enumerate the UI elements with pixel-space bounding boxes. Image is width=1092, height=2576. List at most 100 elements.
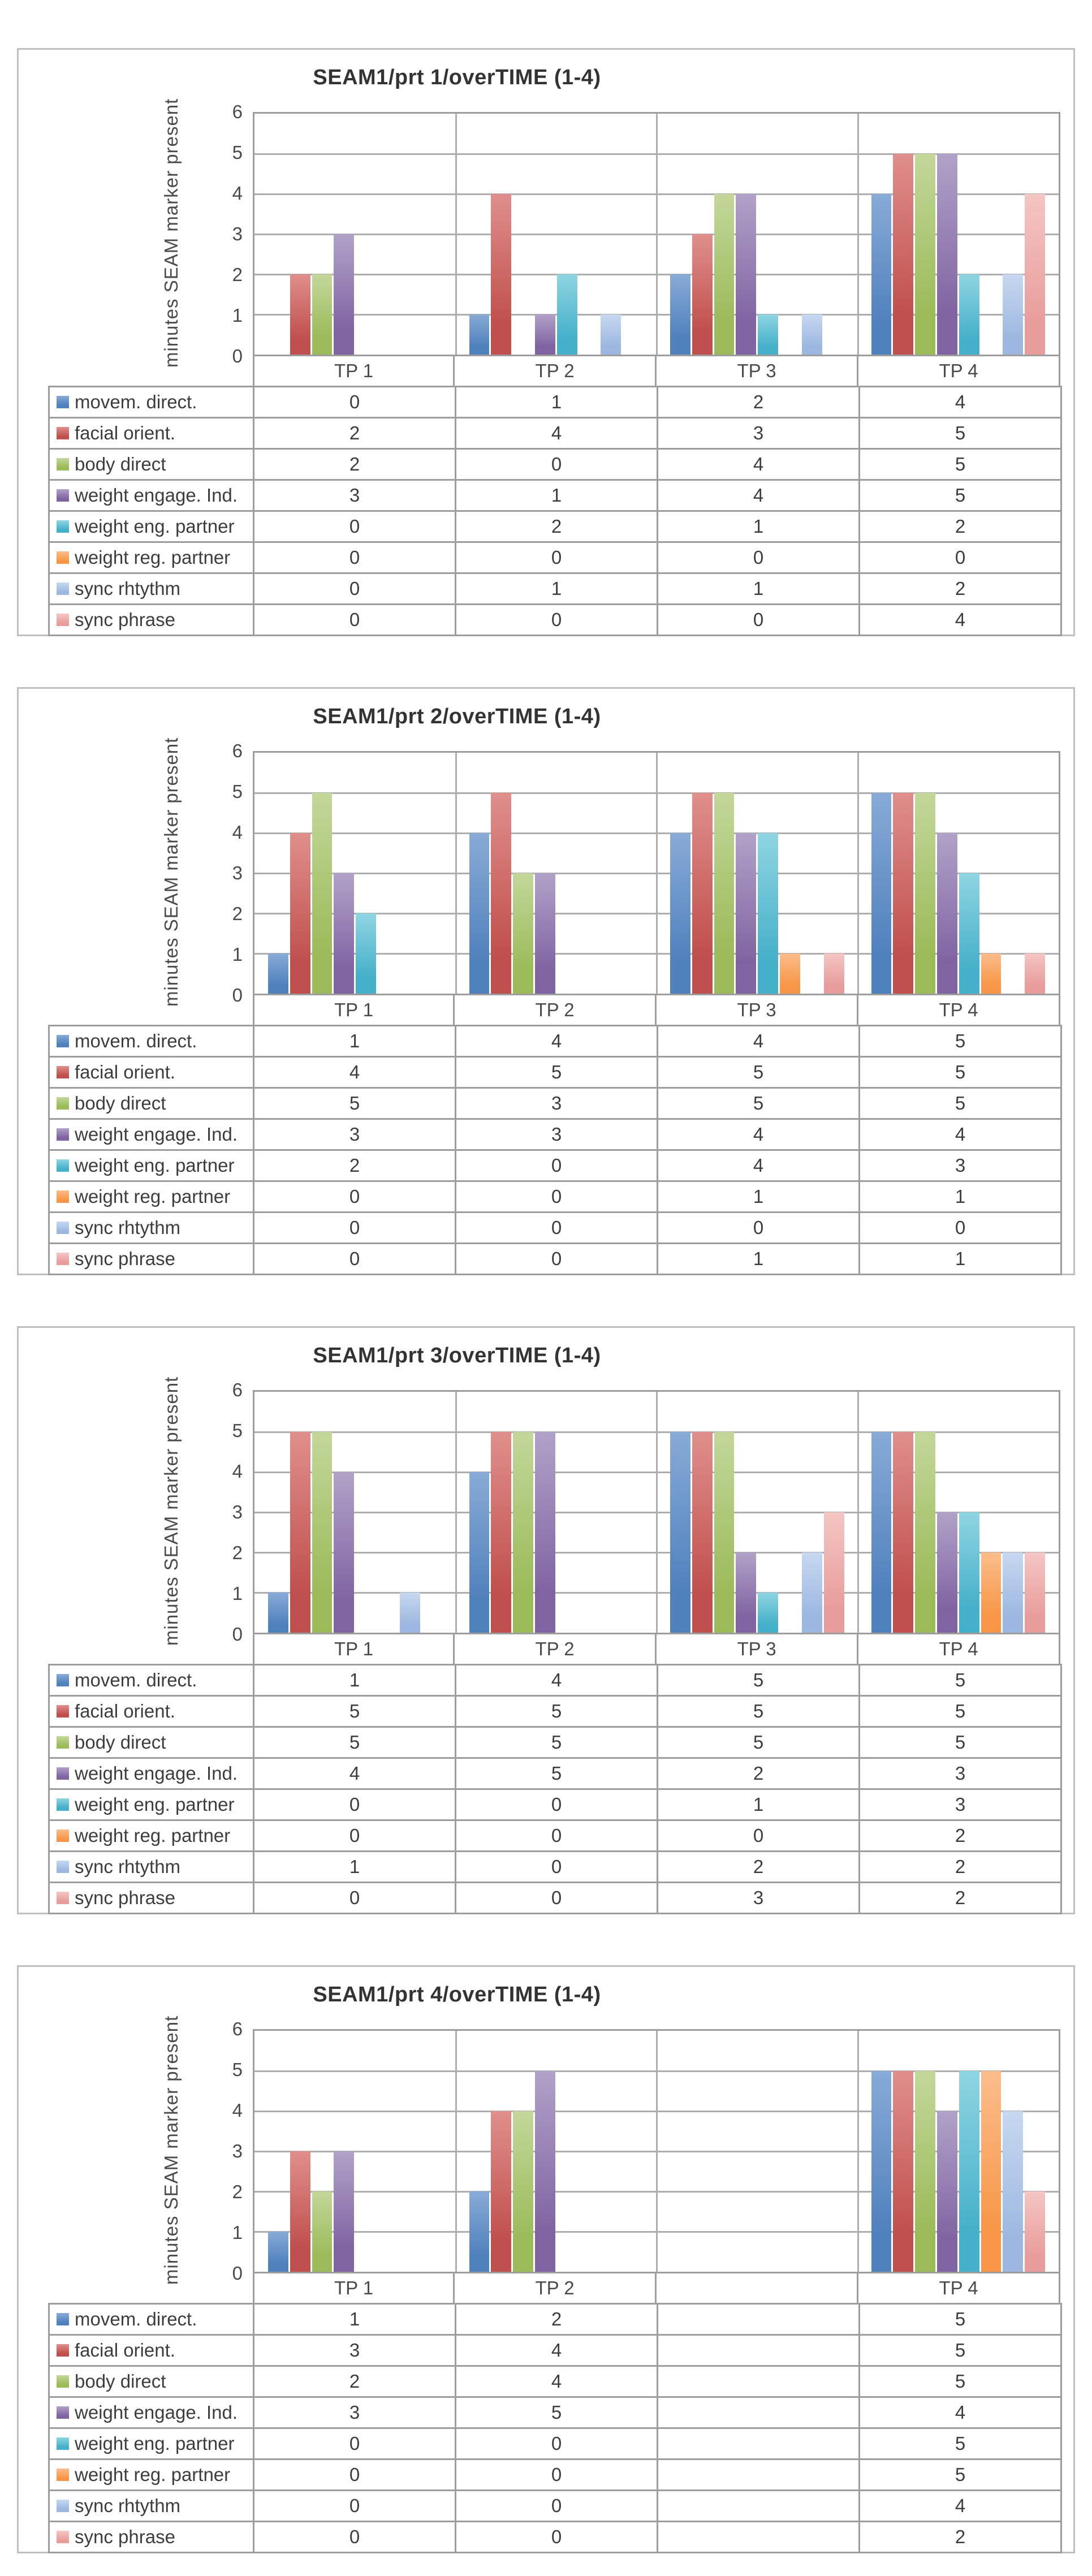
bar-facial-orient — [491, 1432, 512, 1633]
table-value-cell: 2 — [860, 2522, 1062, 2553]
bar-slot — [915, 1392, 935, 1633]
series-label-cell: weight engage. Ind. — [50, 481, 254, 512]
table-value-cell: 1 — [860, 1244, 1062, 1275]
bar-slot — [692, 114, 713, 355]
bar-body-direct — [312, 2191, 333, 2272]
table-value-cell: 5 — [860, 1089, 1062, 1120]
bar-facial-orient — [491, 194, 512, 355]
legend-key-sync-phrase — [57, 1892, 69, 1904]
x-axis-label-4: TP 4 — [858, 1634, 1060, 1664]
bar-sync-phrase — [1025, 194, 1045, 355]
series-label: facial orient. — [75, 1062, 175, 1082]
table-value-cell — [658, 2398, 860, 2429]
bar-slot — [579, 2031, 599, 2272]
y-tick-label: 0 — [232, 2263, 243, 2284]
category-group-2 — [456, 1392, 657, 1633]
bar-slot — [959, 753, 979, 994]
bar-slot — [400, 753, 420, 994]
table-value-cell: 4 — [860, 387, 1062, 418]
bar-movem-direct — [871, 2071, 892, 2272]
table-value-cell: 5 — [860, 1728, 1062, 1759]
y-tick-label: 5 — [232, 2059, 243, 2080]
table-value-cell: 4 — [456, 418, 658, 450]
bar-facial-orient — [893, 2071, 914, 2272]
bar-groups — [254, 2031, 1059, 2272]
table-value-cell: 0 — [456, 2522, 658, 2553]
bar-weight-eng-partner — [556, 274, 577, 355]
series-label-cell: weight reg. partner — [50, 1182, 254, 1213]
bar-facial-orient — [290, 274, 310, 355]
legend-key-movem-direct — [57, 1674, 69, 1686]
table-value-cell: 5 — [860, 1026, 1062, 1058]
table-value-cell: 4 — [658, 1151, 860, 1182]
table-value-cell: 3 — [860, 1151, 1062, 1182]
bar-sync-phrase — [1025, 953, 1045, 994]
data-table: movem. direct. 1 4 4 5 facial orient. 4 5 5 5 body… — [48, 1025, 1062, 1275]
bar-slot — [802, 753, 822, 994]
bar-weight-engage-ind — [936, 833, 957, 994]
series-label-cell: facial orient. — [50, 1697, 254, 1728]
table-value-cell: 5 — [456, 1697, 658, 1728]
bar-slot — [758, 114, 779, 355]
bar-sync-rhtythm — [601, 314, 621, 355]
bar-slot — [556, 114, 577, 355]
category-separator — [656, 753, 658, 994]
series-label: weight eng. partner — [75, 1794, 235, 1815]
series-label: weight engage. Ind. — [75, 2402, 238, 2423]
table-value-cell: 0 — [254, 1821, 456, 1852]
bar-weight-engage-ind — [736, 1552, 757, 1633]
x-axis-label-1: TP 1 — [253, 1634, 455, 1664]
bar-slot — [758, 2031, 778, 2272]
bar-movem-direct — [871, 194, 892, 355]
bar-slot — [981, 2031, 1002, 2272]
bar-slot — [513, 1392, 533, 1633]
bar-slot — [422, 2031, 442, 2272]
table-value-cell: 0 — [254, 543, 456, 574]
bar-body-direct — [714, 194, 735, 355]
bar-slot — [601, 2031, 621, 2272]
bar-body-direct — [513, 1432, 533, 1633]
bar-movem-direct — [871, 1432, 892, 1633]
bar-slot — [469, 114, 490, 355]
bar-slot — [290, 2031, 310, 2272]
table-value-cell: 4 — [658, 481, 860, 512]
chart-title: SEAM1/prt 4/overTIME (1-4) — [313, 1983, 601, 2007]
table-value-cell: 1 — [254, 2305, 456, 2336]
bar-weight-reg-partner — [981, 1552, 1002, 1633]
bar-slot — [356, 2031, 376, 2272]
chart-panel-2: SEAM1/prt 2/overTIME (1-4) minutes SEAM … — [17, 687, 1075, 1275]
chart-panel-4: SEAM1/prt 4/overTIME (1-4) minutes SEAM … — [17, 1965, 1075, 2553]
series-label: sync rhtythm — [75, 1217, 181, 1238]
series-label: sync phrase — [75, 1887, 175, 1908]
table-value-cell — [658, 2522, 860, 2553]
bar-weight-eng-partner — [959, 873, 979, 994]
category-group-1 — [254, 2031, 456, 2272]
legend-key-weight-reg-partner — [57, 2469, 69, 2481]
series-label: body direct — [75, 454, 166, 474]
bar-facial-orient — [692, 234, 713, 355]
series-label: sync phrase — [75, 2526, 175, 2547]
bar-slot — [356, 1392, 376, 1633]
data-table: movem. direct. 1 2 5 facial orient. 3 4 5 body d… — [48, 2303, 1062, 2553]
bar-weight-engage-ind — [936, 154, 957, 355]
y-tick-label: 6 — [232, 740, 243, 761]
bar-movem-direct — [871, 793, 892, 994]
bar-movem-direct — [268, 953, 288, 994]
bar-slot — [268, 753, 288, 994]
bar-slot — [579, 114, 599, 355]
bar-facial-orient — [290, 2151, 310, 2272]
legend-key-body-direct — [57, 1736, 69, 1749]
series-label: movem. direct. — [75, 2309, 197, 2329]
table-value-cell: 0 — [254, 512, 456, 543]
bar-weight-eng-partner — [959, 1512, 979, 1633]
bar-sync-phrase — [1025, 1552, 1045, 1633]
bar-slot — [601, 753, 621, 994]
chart-title: SEAM1/prt 2/overTIME (1-4) — [313, 705, 601, 728]
bar-slot — [714, 1392, 735, 1633]
y-tick-label: 1 — [232, 305, 243, 326]
series-label-cell: sync phrase — [50, 2522, 254, 2553]
series-label-cell: facial orient. — [50, 2336, 254, 2367]
x-axis-label-2: TP 2 — [455, 995, 657, 1025]
x-axis-label-2: TP 2 — [455, 356, 657, 386]
y-axis-ticks: 6 5 4 3 2 1 0 — [198, 1379, 243, 1645]
